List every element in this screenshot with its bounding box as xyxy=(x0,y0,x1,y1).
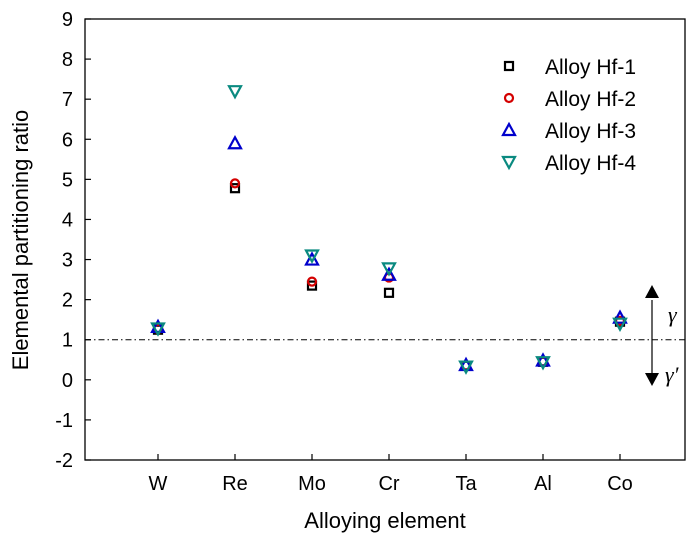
y-axis: -2 -1 0 1 2 3 4 5 6 7 8 9 xyxy=(55,9,91,472)
data-point xyxy=(304,251,320,266)
data-point xyxy=(227,134,243,150)
legend-label: Alloy Hf-3 xyxy=(545,120,636,143)
gamma-label: γ xyxy=(668,302,678,327)
x-tick-label: Co xyxy=(607,473,633,495)
gamma-prime-label: γ′ xyxy=(665,362,680,387)
phase-arrow xyxy=(645,285,659,386)
y-tick-label: 5 xyxy=(62,169,73,191)
data-point xyxy=(458,356,474,372)
x-tick-label: W xyxy=(149,473,168,495)
y-tick-label: 1 xyxy=(62,330,73,352)
x-axis-title: Alloying element xyxy=(304,508,465,533)
data-point xyxy=(383,287,395,298)
x-tick-label: Re xyxy=(222,473,248,495)
legend: Alloy Hf-1 Alloy Hf-2 Alloy Hf-3 Alloy Hf-4 xyxy=(501,56,636,175)
x-tick-label: Cr xyxy=(378,473,399,495)
data-point xyxy=(304,249,320,264)
legend-label: Alloy Hf-1 xyxy=(545,56,636,79)
data-point xyxy=(229,183,241,194)
data-points xyxy=(150,85,628,375)
y-tick-label: -2 xyxy=(55,450,73,472)
data-point xyxy=(150,322,166,337)
x-tick-label: Mo xyxy=(298,473,326,495)
data-point xyxy=(535,356,551,371)
data-point xyxy=(306,280,318,291)
plot-frame xyxy=(84,18,686,461)
y-tick-label: 4 xyxy=(62,209,73,231)
y-tick-label: 8 xyxy=(62,49,73,71)
y-tick-label: 6 xyxy=(62,129,73,151)
arrow-up-icon xyxy=(645,285,659,298)
data-point xyxy=(150,318,166,333)
legend-marker xyxy=(503,60,515,72)
y-axis-title: Elemental partitioning ratio xyxy=(8,110,33,370)
data-point xyxy=(612,309,628,324)
y-tick-label: 2 xyxy=(62,290,73,312)
data-point xyxy=(535,352,551,367)
x-axis: W Re Mo Cr Ta Al Co xyxy=(149,454,633,495)
data-point xyxy=(229,178,241,189)
legend-marker xyxy=(501,155,517,171)
y-tick-label: 9 xyxy=(62,9,73,31)
legend-label: Alloy Hf-4 xyxy=(545,152,636,175)
x-tick-label: Al xyxy=(534,473,552,495)
y-tick-label: -1 xyxy=(55,410,73,432)
data-point xyxy=(306,276,318,287)
legend-marker xyxy=(503,92,515,104)
x-tick-label: Ta xyxy=(455,473,477,495)
data-point xyxy=(381,262,397,277)
data-point xyxy=(381,266,397,281)
data-point xyxy=(227,85,243,100)
arrow-down-icon xyxy=(645,373,659,386)
legend-label: Alloy Hf-2 xyxy=(545,88,636,111)
y-tick-label: 7 xyxy=(62,89,73,111)
legend-marker xyxy=(501,121,517,137)
y-tick-label: 0 xyxy=(62,370,73,392)
data-point xyxy=(612,317,628,332)
data-point xyxy=(458,360,474,375)
y-tick-label: 3 xyxy=(62,250,73,272)
